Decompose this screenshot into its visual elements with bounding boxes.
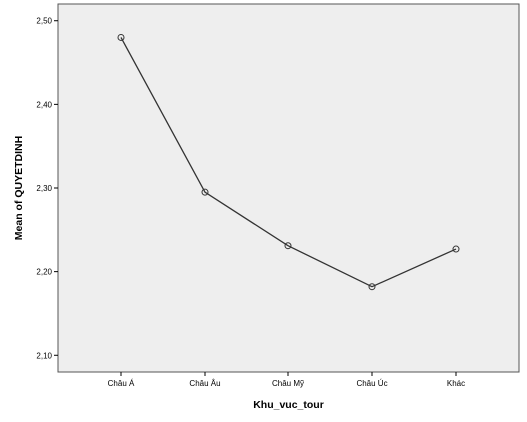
x-tick-label: Châu Âu: [189, 379, 220, 388]
y-tick-label: 2,20: [36, 268, 52, 277]
x-axis: Châu Á Châu Âu Châu Mỹ Châu Úc Khác: [108, 372, 465, 388]
x-tick-label: Châu Mỹ: [272, 379, 304, 388]
data-point: [452, 245, 460, 253]
y-tick-label: 2,10: [36, 351, 52, 360]
series-line: [120, 37, 457, 288]
x-axis-title: Khu_vuc_tour: [253, 399, 324, 411]
data-point: [368, 283, 376, 291]
x-tick-label: Châu Á: [108, 379, 135, 388]
data-point: [201, 188, 209, 196]
plot-area: [57, 3, 520, 373]
x-tick-label: Châu Úc: [356, 379, 387, 388]
data-point: [284, 242, 292, 250]
y-axis: 2,10 2,20 2,30 2,40 2,50: [36, 17, 58, 360]
y-tick-label: 2,30: [36, 184, 52, 193]
data-point: [117, 33, 125, 41]
y-axis-title: Mean of QUYETDINH: [13, 136, 25, 240]
series-layer: [117, 33, 460, 291]
y-tick-label: 2,50: [36, 17, 52, 26]
x-tick-label: Khác: [447, 379, 465, 388]
y-tick-label: 2,40: [36, 100, 52, 109]
